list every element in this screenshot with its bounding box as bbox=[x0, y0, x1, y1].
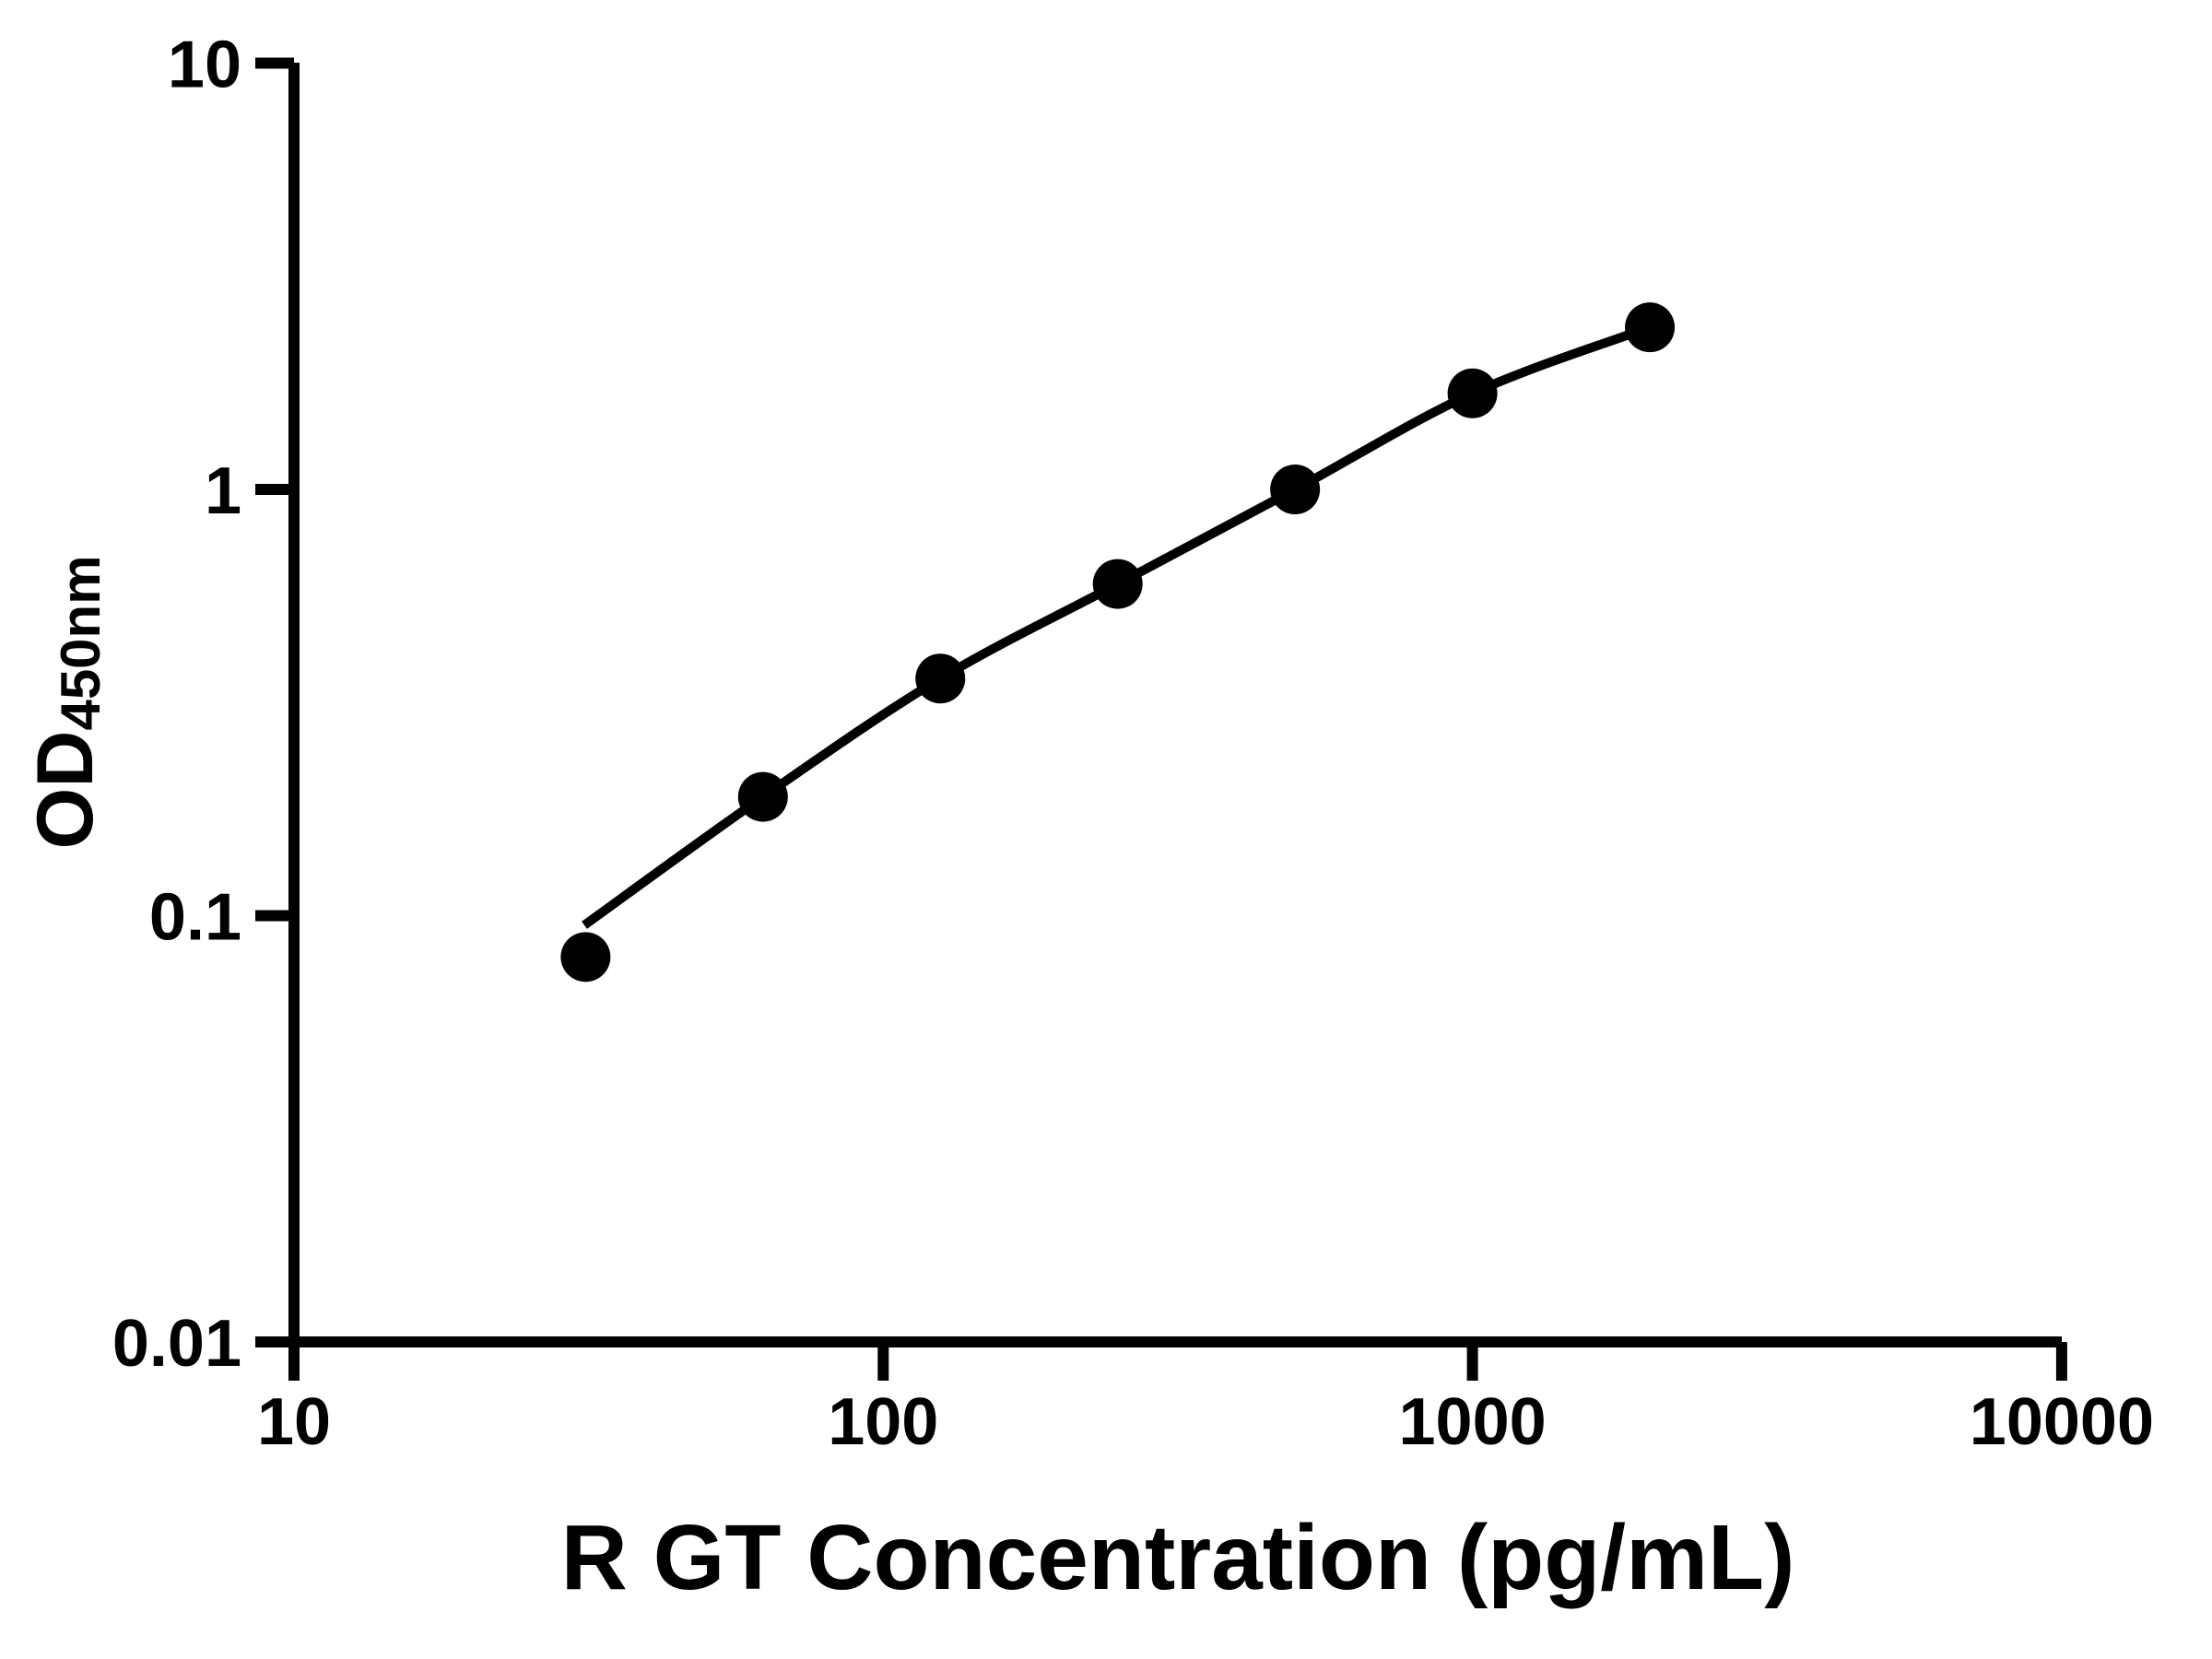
x-axis-tick-label: 10000 bbox=[1970, 1385, 2154, 1459]
x-axis-tick-label: 1000 bbox=[1399, 1385, 1547, 1459]
data-point-marker bbox=[1270, 465, 1321, 514]
y-axis-title-main: OD bbox=[20, 730, 110, 850]
data-point-marker bbox=[560, 932, 611, 982]
x-axis-tick-label: 100 bbox=[828, 1385, 938, 1459]
y-axis-tick-label: 0.1 bbox=[149, 881, 241, 955]
data-point-marker bbox=[1447, 368, 1498, 418]
y-axis-title-subscript: 450nm bbox=[50, 555, 112, 731]
axis-lines bbox=[288, 63, 2062, 1347]
fit-curve-line bbox=[582, 323, 1652, 929]
x-axis-title: R GT Concentration (pg/mL) bbox=[560, 1506, 1795, 1609]
data-point-marker bbox=[1092, 559, 1143, 609]
data-point-marker bbox=[1625, 302, 1676, 353]
y-axis-title: OD450nm bbox=[20, 555, 112, 849]
x-axis-tick-label: 10 bbox=[257, 1385, 331, 1459]
data-point-marker bbox=[737, 771, 788, 822]
y-axis-tick-label: 1 bbox=[205, 454, 241, 528]
data-point-marker bbox=[915, 653, 966, 704]
y-axis-tick-label: 0.01 bbox=[112, 1307, 241, 1381]
y-axis-tick-label: 10 bbox=[168, 29, 241, 102]
